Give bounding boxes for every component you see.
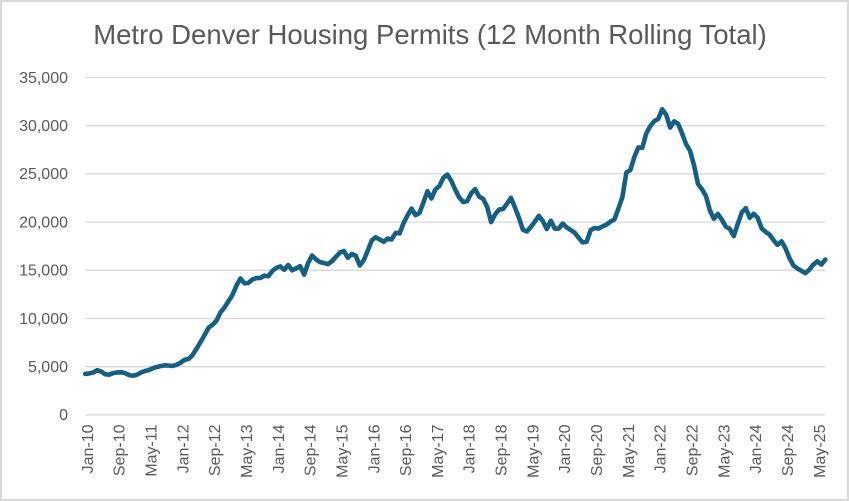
svg-text:Sep-18: Sep-18 [494,424,511,476]
svg-text:5,000: 5,000 [28,359,68,376]
svg-text:Jan-18: Jan-18 [462,424,479,473]
svg-text:May-13: May-13 [239,424,256,477]
svg-text:10,000: 10,000 [19,311,68,328]
svg-text:May-21: May-21 [621,424,638,477]
svg-text:May-15: May-15 [334,424,351,477]
svg-text:Sep-16: Sep-16 [398,424,415,476]
svg-text:0: 0 [59,407,68,424]
svg-text:Sep-24: Sep-24 [780,424,797,476]
svg-text:Metro Denver Housing Permits (: Metro Denver Housing Permits (12 Month R… [93,19,767,50]
svg-text:Jan-24: Jan-24 [748,424,765,473]
svg-text:25,000: 25,000 [19,166,68,183]
svg-text:30,000: 30,000 [19,118,68,135]
svg-text:Sep-20: Sep-20 [589,424,606,476]
svg-text:Jan-22: Jan-22 [653,424,670,473]
svg-text:May-23: May-23 [716,424,733,477]
svg-text:Jan-12: Jan-12 [175,424,192,473]
svg-text:Jan-16: Jan-16 [366,424,383,473]
svg-text:35,000: 35,000 [19,70,68,87]
svg-text:May-11: May-11 [143,424,160,476]
svg-text:Sep-22: Sep-22 [685,424,702,476]
svg-text:May-25: May-25 [812,424,829,477]
svg-text:Sep-14: Sep-14 [303,424,320,476]
svg-text:Sep-10: Sep-10 [112,424,129,476]
svg-text:20,000: 20,000 [19,214,68,231]
svg-text:Sep-12: Sep-12 [207,424,224,476]
svg-text:15,000: 15,000 [19,263,68,280]
svg-text:May-17: May-17 [430,424,447,477]
svg-text:Jan-20: Jan-20 [557,424,574,473]
svg-text:May-19: May-19 [525,424,542,477]
svg-text:Jan-10: Jan-10 [80,424,97,473]
svg-text:Jan-14: Jan-14 [271,424,288,473]
